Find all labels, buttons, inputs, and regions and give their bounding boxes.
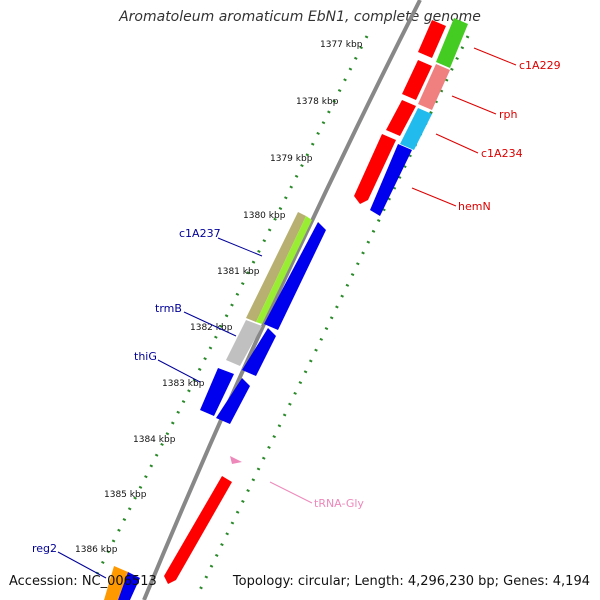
gene-arrow[interactable] [104,566,128,600]
gene-arrow[interactable] [242,328,276,376]
genome-backbone [142,0,422,600]
label-leader [411,187,457,207]
label-leader [435,133,479,154]
tick-label: 1379 kbp [270,154,313,164]
tick-label: 1383 kbp [162,379,205,389]
gene-arrow[interactable] [226,320,262,366]
gene-label-hemn[interactable]: hemN [458,200,491,213]
topology-text: Topology: circular; Length: 4,296,230 bp… [232,574,590,589]
tick-label: 1385 kbp [104,490,147,500]
tick-label: 1381 kbp [217,267,260,277]
tick-label: 1378 kbp [296,97,339,107]
gene-label-reg2[interactable]: reg2 [32,542,57,555]
label-leader [217,237,263,257]
tick-label: 1386 kbp [75,545,118,555]
label-leader [451,95,497,115]
gene-arrow[interactable] [436,18,468,68]
gene-label-rph[interactable]: rph [499,108,518,121]
gene-arrow[interactable] [370,144,412,216]
gene-arrow[interactable] [402,60,432,100]
gene-arrow[interactable] [386,100,416,136]
gene-arrow[interactable] [118,572,140,600]
gene-arrow[interactable] [246,212,306,322]
gene-arrow[interactable] [216,378,250,424]
gene-arrow[interactable] [418,20,446,58]
gene-label-thig[interactable]: thiG [134,350,157,363]
gene-label-c1a237[interactable]: c1A237 [179,227,221,240]
tick-label: 1384 kbp [133,435,176,445]
tick-label: 1382 kbp [190,323,233,333]
gene-label-c1a229[interactable]: c1A229 [519,59,561,72]
trna-marker[interactable] [230,456,242,464]
tick-label: 1380 kbp [243,211,286,221]
gene-label-trna-gly[interactable]: tRNA-Gly [314,497,364,510]
gene-arrow[interactable] [418,64,450,110]
label-leader [269,481,313,504]
gene-arrow[interactable] [354,134,396,204]
gene-arrow[interactable] [200,368,234,416]
gene-arrow[interactable] [256,216,312,324]
gene-arrow[interactable] [164,476,232,584]
gene-arrow[interactable] [264,222,326,330]
label-leader [57,551,107,579]
map-title: Aromatoleum aromaticum EbN1, complete ge… [119,9,481,25]
gene-arrow[interactable] [400,108,432,150]
label-leader [157,359,201,383]
label-leader [473,47,517,66]
label-leader [183,311,237,337]
gene-label-trmb[interactable]: trmB [155,302,182,315]
gene-label-c1a234[interactable]: c1A234 [481,147,523,160]
accession-text: Accession: NC_006513 [9,574,157,589]
tick-label: 1377 kbp [320,40,363,50]
